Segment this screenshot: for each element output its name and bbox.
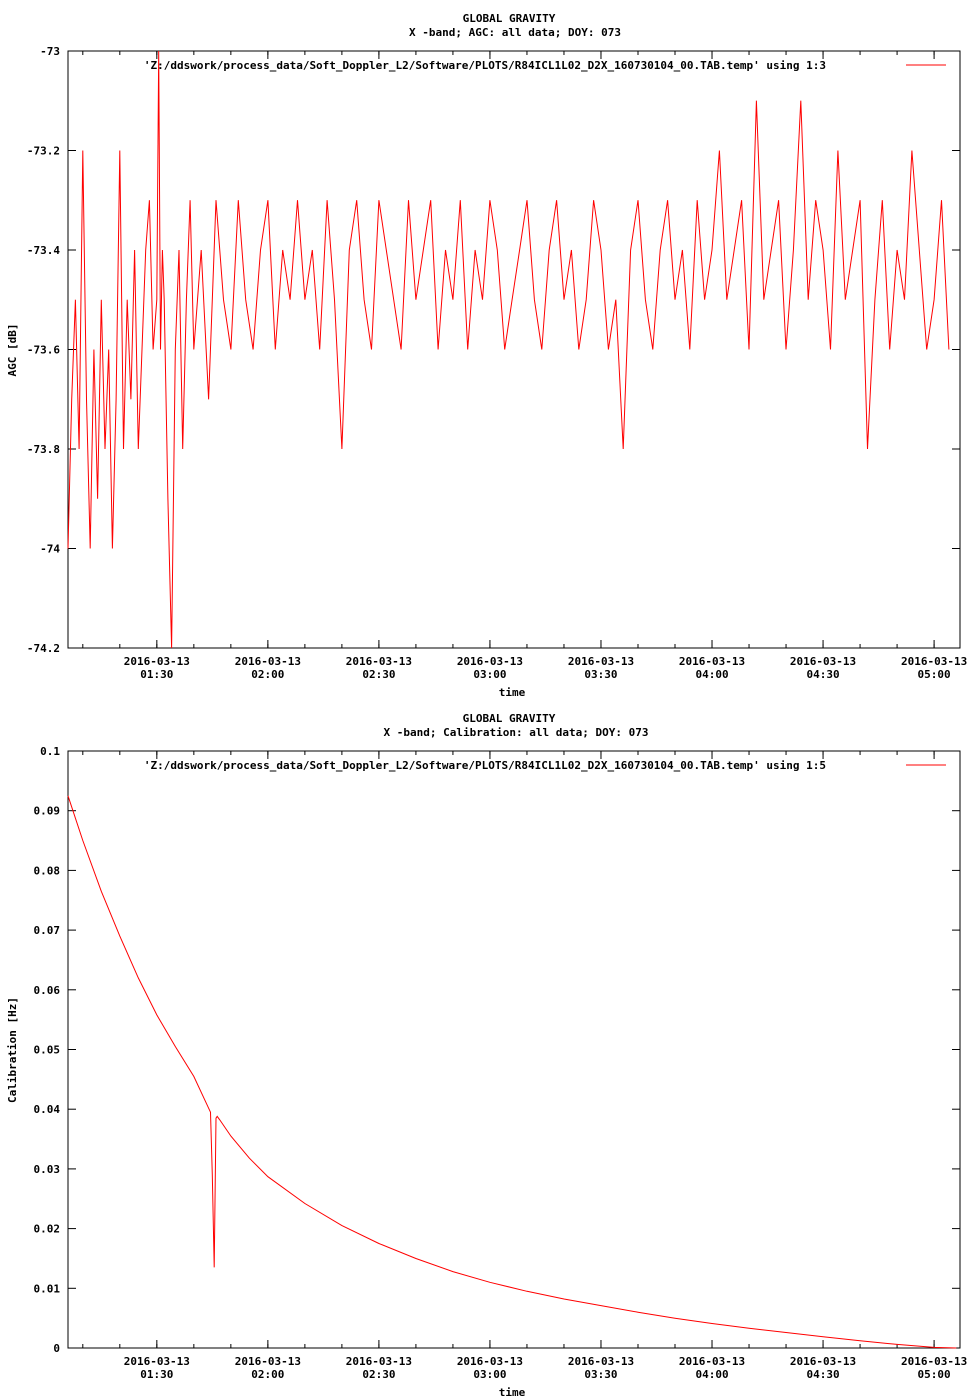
x-tick-time: 02:00 (251, 668, 284, 681)
x-tick-time: 04:30 (806, 668, 839, 681)
x-tick-time: 03:00 (473, 668, 506, 681)
x-tick-time: 03:00 (473, 1368, 506, 1381)
x-tick-time: 05:00 (918, 1368, 951, 1381)
y-tick-label: -74 (40, 543, 60, 556)
y-tick-label: 0.06 (34, 984, 61, 997)
x-tick-date: 2016-03-13 (901, 655, 967, 668)
x-tick-date: 2016-03-13 (124, 655, 190, 668)
chart-subtitle: X -band; Calibration: all data; DOY: 073 (384, 726, 649, 739)
x-tick-date: 2016-03-13 (346, 1355, 412, 1368)
x-tick-time: 04:30 (806, 1368, 839, 1381)
y-tick-label: 0.02 (34, 1223, 61, 1236)
y-tick-label: -73 (40, 45, 60, 58)
x-tick-date: 2016-03-13 (235, 655, 301, 668)
x-tick-time: 02:30 (362, 1368, 395, 1381)
y-tick-label: 0.04 (34, 1103, 61, 1116)
y-axis-label: Calibration [Hz] (6, 997, 19, 1103)
y-tick-label: 0.08 (34, 864, 61, 877)
x-tick-date: 2016-03-13 (679, 655, 745, 668)
axis-ticks: 0 0.01 0.02 0.03 0.04 0.05 0.06 0.07 0.08 0.09 0.1… (34, 745, 968, 1381)
chart-subtitle: X -band; AGC: all data; DOY: 073 (409, 26, 621, 39)
x-tick-date: 2016-03-13 (457, 655, 523, 668)
x-tick-date: 2016-03-13 (901, 1355, 967, 1368)
calibration-series-line (67, 795, 957, 1349)
y-tick-label: 0.01 (34, 1282, 61, 1295)
legend-label: 'Z:/ddswork/process_data/Soft_Doppler_L2… (144, 759, 826, 772)
y-tick-label: 0 (53, 1342, 60, 1355)
x-tick-time: 05:00 (918, 668, 951, 681)
x-tick-date: 2016-03-13 (235, 1355, 301, 1368)
x-tick-date: 2016-03-13 (568, 1355, 634, 1368)
x-tick-date: 2016-03-13 (790, 655, 856, 668)
x-tick-date: 2016-03-13 (346, 655, 412, 668)
x-tick-time: 01:30 (140, 1368, 173, 1381)
y-axis-label: AGC [dB] (6, 324, 19, 377)
y-tick-label: -73.6 (27, 344, 60, 357)
calibration-panel: GLOBAL GRAVITY X -band; Calibration: all… (6, 712, 967, 1399)
x-tick-time: 03:30 (584, 1368, 617, 1381)
y-tick-label: 0.03 (34, 1163, 61, 1176)
y-tick-label: -73.4 (27, 244, 60, 257)
x-tick-time: 01:30 (140, 668, 173, 681)
chart-title: GLOBAL GRAVITY (463, 712, 556, 725)
y-tick-label: 0.09 (34, 805, 61, 818)
x-tick-date: 2016-03-13 (457, 1355, 523, 1368)
plot-frame (67, 750, 961, 1349)
x-tick-time: 04:00 (695, 668, 728, 681)
agc-panel: GLOBAL GRAVITY X -band; AGC: all data; D… (6, 12, 967, 699)
plot-frame (67, 50, 961, 649)
legend-label: 'Z:/ddswork/process_data/Soft_Doppler_L2… (144, 59, 826, 72)
y-tick-label: -74.2 (27, 642, 60, 655)
agc-series-line (67, 50, 950, 649)
y-tick-label: -73.2 (27, 145, 60, 158)
x-tick-time: 03:30 (584, 668, 617, 681)
chart-title: GLOBAL GRAVITY (463, 12, 556, 25)
x-axis-label: time (499, 686, 526, 699)
axis-ticks: -73 -73.2 -73.4 -73.6 -73.8 -74 -74.2 2016-03-1… (27, 45, 967, 681)
y-tick-label: 0.1 (40, 745, 60, 758)
x-axis-label: time (499, 1386, 526, 1399)
x-tick-date: 2016-03-13 (124, 1355, 190, 1368)
x-tick-time: 04:00 (695, 1368, 728, 1381)
y-tick-label: -73.8 (27, 443, 60, 456)
x-tick-date: 2016-03-13 (568, 655, 634, 668)
x-tick-time: 02:30 (362, 668, 395, 681)
y-tick-label: 0.07 (34, 924, 61, 937)
x-tick-date: 2016-03-13 (790, 1355, 856, 1368)
x-tick-time: 02:00 (251, 1368, 284, 1381)
y-tick-label: 0.05 (34, 1044, 61, 1057)
x-tick-date: 2016-03-13 (679, 1355, 745, 1368)
